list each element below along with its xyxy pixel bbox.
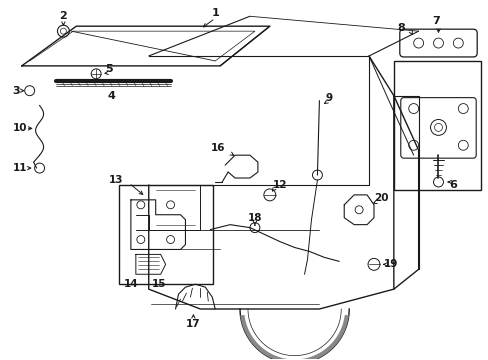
Text: 5: 5	[105, 64, 113, 74]
Text: 11: 11	[13, 163, 27, 173]
Text: 16: 16	[210, 143, 225, 153]
Text: 6: 6	[448, 180, 456, 190]
Bar	[393, 61, 480, 190]
Bar	[119, 185, 213, 284]
Text: 17: 17	[186, 319, 200, 329]
Text: 18: 18	[247, 213, 262, 223]
Text: 10: 10	[13, 123, 27, 134]
Text: 4: 4	[107, 91, 115, 101]
Text: 2: 2	[60, 11, 67, 21]
Text: 15: 15	[151, 279, 165, 289]
Text: 14: 14	[123, 279, 138, 289]
Text: 8: 8	[396, 23, 404, 33]
Text: 9: 9	[325, 93, 332, 103]
Text: 3: 3	[12, 86, 20, 96]
Text: 12: 12	[272, 180, 286, 190]
Text: 7: 7	[432, 16, 440, 26]
Text: 20: 20	[373, 193, 387, 203]
Text: 19: 19	[383, 259, 397, 269]
Text: 13: 13	[108, 175, 123, 185]
Text: 1: 1	[211, 8, 219, 18]
